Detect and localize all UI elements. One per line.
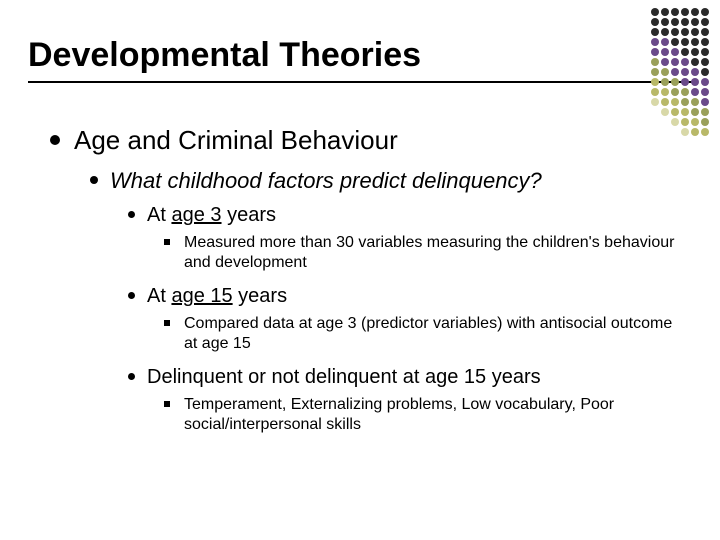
bullet-l1-text: Age and Criminal Behaviour: [74, 125, 398, 156]
bullet-l3-text: At age 15 years: [147, 285, 287, 308]
bullet-l4: Measured more than 30 variables measurin…: [164, 233, 680, 273]
bullet-l1: Age and Criminal Behaviour: [50, 125, 680, 156]
slide-title: Developmental Theories: [0, 0, 720, 81]
bullet-l3-text: Delinquent or not delinquent at age 15 y…: [147, 366, 541, 389]
bullet-square-icon: [164, 401, 170, 407]
bullet-l4-text: Temperament, Externalizing problems, Low…: [184, 395, 680, 435]
bullet-dot-icon: [50, 135, 60, 145]
bullet-dot-icon: [128, 211, 135, 218]
bullet-l3-text: At age 3 years: [147, 204, 276, 227]
bullet-l4-text: Compared data at age 3 (predictor variab…: [184, 314, 680, 354]
bullet-l2-text: What childhood factors predict delinquen…: [110, 168, 542, 194]
bullet-dot-icon: [90, 176, 98, 184]
corner-decoration: [651, 8, 710, 137]
bullet-l3: At age 3 years: [128, 204, 680, 227]
bullet-l2: What childhood factors predict delinquen…: [90, 168, 680, 194]
bullet-square-icon: [164, 320, 170, 326]
bullet-dot-icon: [128, 373, 135, 380]
bullet-l4-text: Measured more than 30 variables measurin…: [184, 233, 680, 273]
bullet-l4: Compared data at age 3 (predictor variab…: [164, 314, 680, 354]
bullet-l4: Temperament, Externalizing problems, Low…: [164, 395, 680, 435]
slide-body: Age and Criminal Behaviour What childhoo…: [0, 83, 720, 435]
bullet-square-icon: [164, 239, 170, 245]
bullet-l3: Delinquent or not delinquent at age 15 y…: [128, 366, 680, 389]
bullet-l3: At age 15 years: [128, 285, 680, 308]
bullet-dot-icon: [128, 292, 135, 299]
